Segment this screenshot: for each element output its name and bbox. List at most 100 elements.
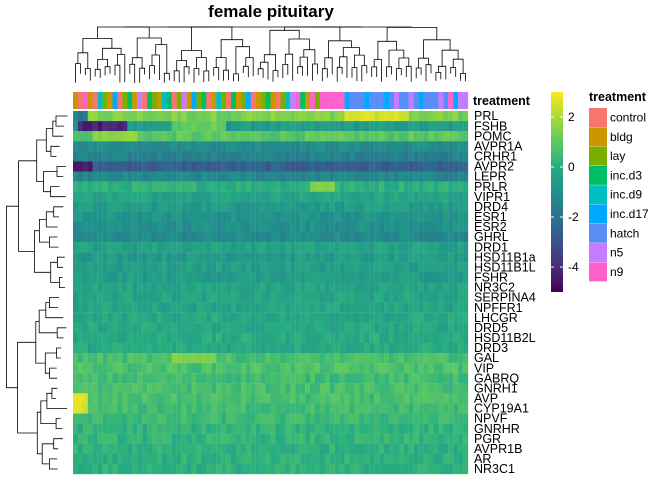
heatmap-cell [438,363,444,374]
heatmap-cell [453,111,459,122]
heatmap-cell [147,453,153,465]
heatmap-cell [206,211,212,223]
heatmap-cell [285,413,291,424]
heatmap-cell [152,332,158,344]
heatmap-cell [102,312,108,323]
heatmap-cell [418,272,424,283]
heatmap-cell [398,302,404,313]
heatmap-cell [379,433,385,444]
heatmap-cell [433,131,439,142]
heatmap-cell [240,332,246,344]
heatmap-cell [285,211,291,223]
heatmap-cell [295,282,301,293]
heatmap-cell [226,262,232,273]
heatmap-cell [77,453,84,465]
heatmap-cell [463,111,469,122]
heatmap-cell [92,403,98,414]
heatmap-cell [191,413,197,424]
heatmap-cell [137,282,143,293]
heatmap-cell [206,363,212,374]
heatmap-cell [344,423,350,434]
heatmap-cell [181,403,187,414]
heatmap-cell [428,413,434,424]
heatmap-cell [438,463,444,475]
heatmap-cell [290,443,296,454]
heatmap-cell [142,171,148,182]
heatmap-cell [122,332,128,344]
heatmap-cell [176,201,182,212]
heatmap-cell [438,453,444,465]
heatmap-cell [398,111,404,122]
heatmap-cell [408,292,414,303]
heatmap-cell [423,252,429,263]
heatmap-cell [127,131,133,142]
heatmap-cell [423,232,429,243]
heatmap-cell [201,463,207,475]
heatmap-cell [428,342,434,354]
heatmap-cell [443,463,449,475]
heatmap-cell [87,373,93,384]
heatmap-cell [260,292,266,303]
heatmap-cell [423,453,429,465]
heatmap-cell [92,141,98,152]
heatmap-cell [393,131,400,142]
heatmap-cell [384,423,390,434]
heatmap-cell [334,332,340,344]
heatmap-cell [428,121,434,132]
heatmap-cell [250,272,256,283]
heatmap-cell [275,141,281,152]
annotation-cell [122,92,128,109]
heatmap-cell [354,211,360,223]
heatmap-cell [102,121,108,132]
heatmap-cell [448,221,454,233]
heatmap-cell [403,403,409,414]
heatmap-cell [453,312,459,323]
heatmap-cell [122,282,128,293]
heatmap-cell [369,211,375,223]
heatmap-cell [369,262,375,273]
heatmap-cell [122,181,128,192]
heatmap-cell [453,181,459,192]
heatmap-cell [324,453,330,465]
heatmap-cell [270,211,276,223]
heatmap-cell [196,211,202,223]
heatmap-cell [226,383,232,394]
heatmap-cell [448,393,454,404]
heatmap-cell [240,363,246,374]
heatmap-cell [334,242,340,253]
heatmap-cell [319,272,325,283]
heatmap-cell [418,383,424,394]
heatmap-cell [166,151,172,162]
heatmap-cell [438,353,444,364]
heatmap-cell [231,211,237,223]
heatmap-cell [132,413,138,424]
heatmap-cell [206,141,212,152]
heatmap-cell [161,413,167,424]
heatmap-cell [166,342,172,354]
heatmap-cell [127,232,133,243]
heatmap-cell [443,131,449,142]
heatmap-cell [305,413,311,424]
heatmap-cell [448,292,454,303]
heatmap-cell [389,342,395,354]
heatmap-cell [398,403,404,414]
heatmap-cell [166,141,172,152]
heatmap-cell [171,423,177,434]
heatmap-cell [305,151,311,162]
heatmap-cell [245,453,251,465]
heatmap-cell [117,131,123,142]
heatmap-cell [428,221,434,233]
heatmap-cell [300,292,306,303]
heatmap-cell [196,383,202,394]
heatmap-cell [339,433,345,444]
heatmap-cell [250,383,256,394]
heatmap-cell [463,463,469,475]
heatmap-cell [275,373,281,384]
column-dendrogram-branch [398,57,410,69]
heatmap-cell [339,443,345,454]
heatmap-cell [97,181,103,192]
heatmap-cell [77,312,84,323]
heatmap-cell [201,161,207,172]
heatmap-cell [403,201,409,212]
heatmap-cell [413,272,419,283]
